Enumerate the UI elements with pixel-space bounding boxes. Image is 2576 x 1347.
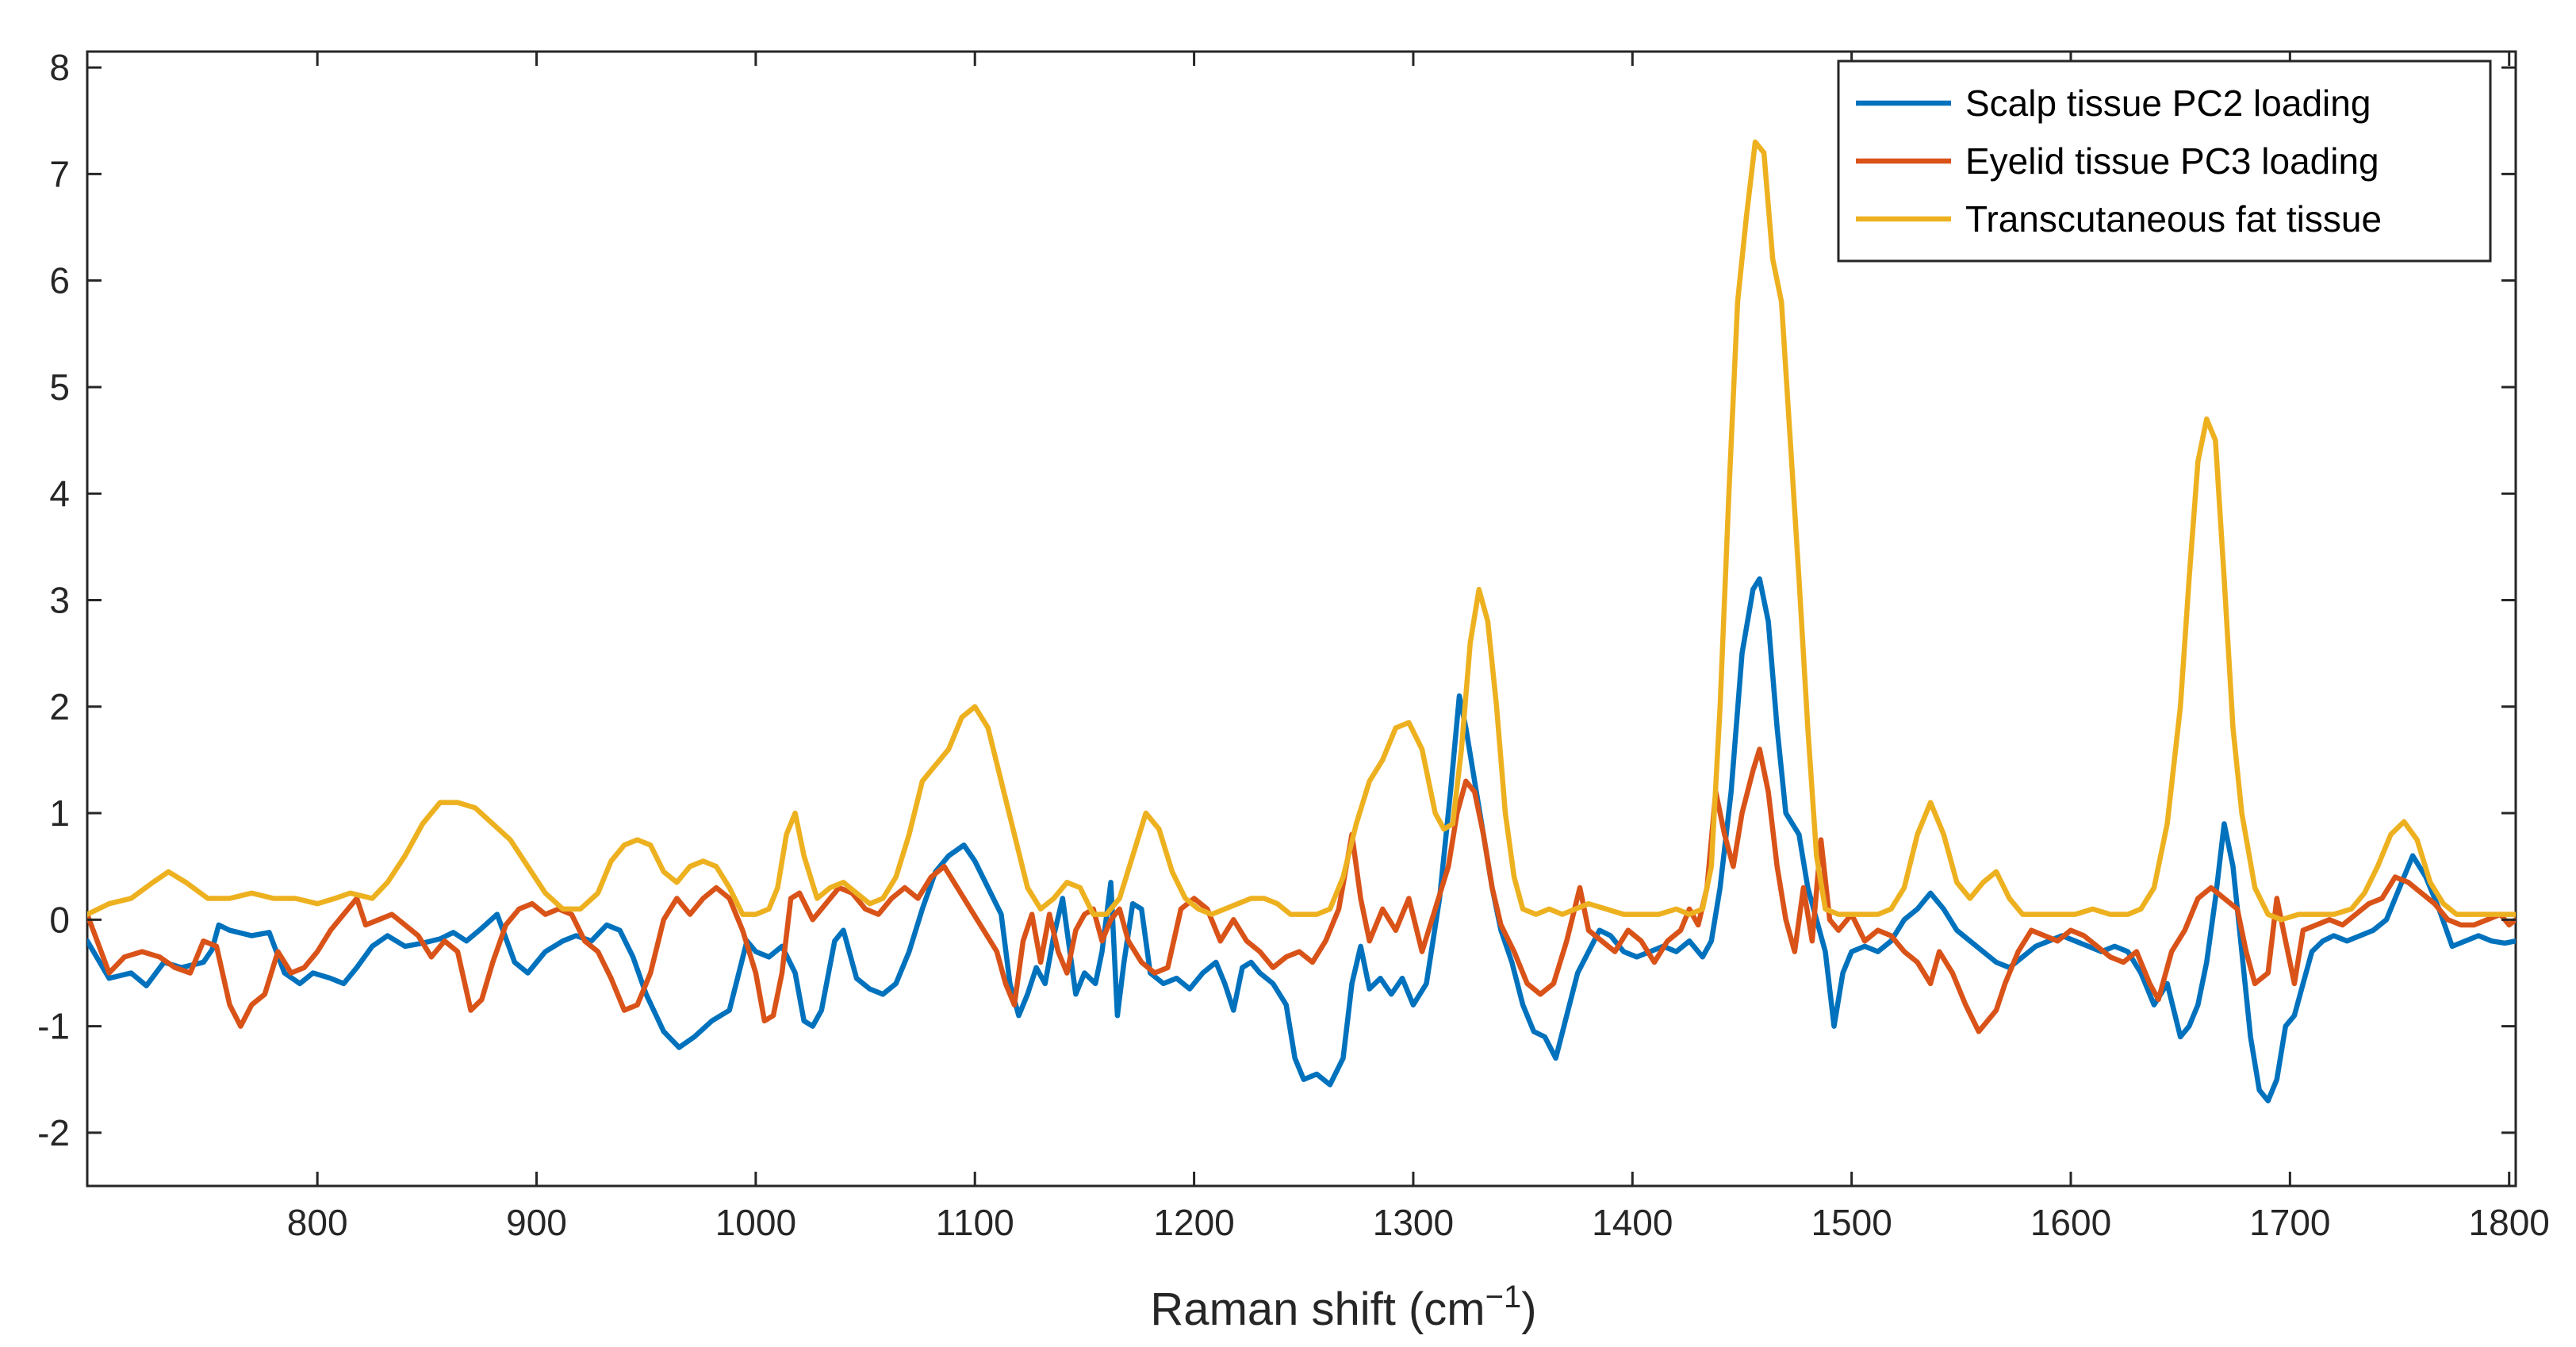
x-tick-label-1000: 1000: [715, 1202, 796, 1243]
x-tick-label-1300: 1300: [1373, 1202, 1454, 1243]
y-tick-label--1: -1: [37, 1006, 70, 1047]
x-tick-label-800: 800: [287, 1202, 348, 1243]
y-tick-label-7: 7: [49, 153, 70, 194]
series-line-3: [87, 139, 2516, 923]
y-tick-label-3: 3: [49, 580, 70, 621]
x-tick-label-1400: 1400: [1592, 1202, 1673, 1243]
x-axis-title-superscript: −1: [1485, 1280, 1522, 1314]
ticks-layer: [87, 52, 2516, 1186]
legend-label-1: Scalp tissue PC2 loading: [1965, 83, 2371, 124]
y-tick-label-4: 4: [49, 473, 70, 514]
x-axis-title: Raman shift (cm−1): [1150, 1280, 1536, 1335]
legend: Scalp tissue PC2 loading Eyelid tissue PC…: [1837, 59, 2492, 263]
legend-label-2: Eyelid tissue PC3 loading: [1965, 140, 2379, 182]
series-layer: [87, 139, 2516, 1103]
series-line-1: [87, 576, 2516, 1103]
y-tick-labels: -2 -1 0 1 2 3 4 5 6 7 8: [37, 47, 70, 1153]
y-tick-label-0: 0: [49, 899, 70, 940]
y-tick-label-5: 5: [49, 366, 70, 408]
x-tick-label-1700: 1700: [2249, 1202, 2330, 1243]
x-axis-title-close: ): [1521, 1284, 1536, 1335]
x-tick-labels: 800 900 1000 1100 1200 1300 1400 1500 1600 1700 18…: [287, 1202, 2550, 1243]
y-tick-label-2: 2: [49, 686, 70, 727]
axes-frame: [86, 50, 2517, 1188]
y-tick-label-6: 6: [49, 260, 70, 301]
x-axis-title-main: Raman shift (cm: [1150, 1284, 1485, 1335]
x-tick-label-1800: 1800: [2469, 1202, 2550, 1243]
y-tick-label-8: 8: [49, 47, 70, 88]
x-tick-label-1100: 1100: [936, 1202, 1014, 1243]
plot-area-border: [86, 50, 2517, 1188]
legend-label-3: Transcutaneous fat tissue: [1965, 198, 2382, 240]
x-tick-label-900: 900: [506, 1202, 567, 1243]
y-tick-label--2: -2: [37, 1112, 70, 1153]
y-tick-label-1: 1: [49, 792, 70, 834]
x-tick-label-1600: 1600: [2030, 1202, 2111, 1243]
x-tick-label-1200: 1200: [1153, 1202, 1234, 1243]
x-tick-label-1500: 1500: [1811, 1202, 1892, 1243]
